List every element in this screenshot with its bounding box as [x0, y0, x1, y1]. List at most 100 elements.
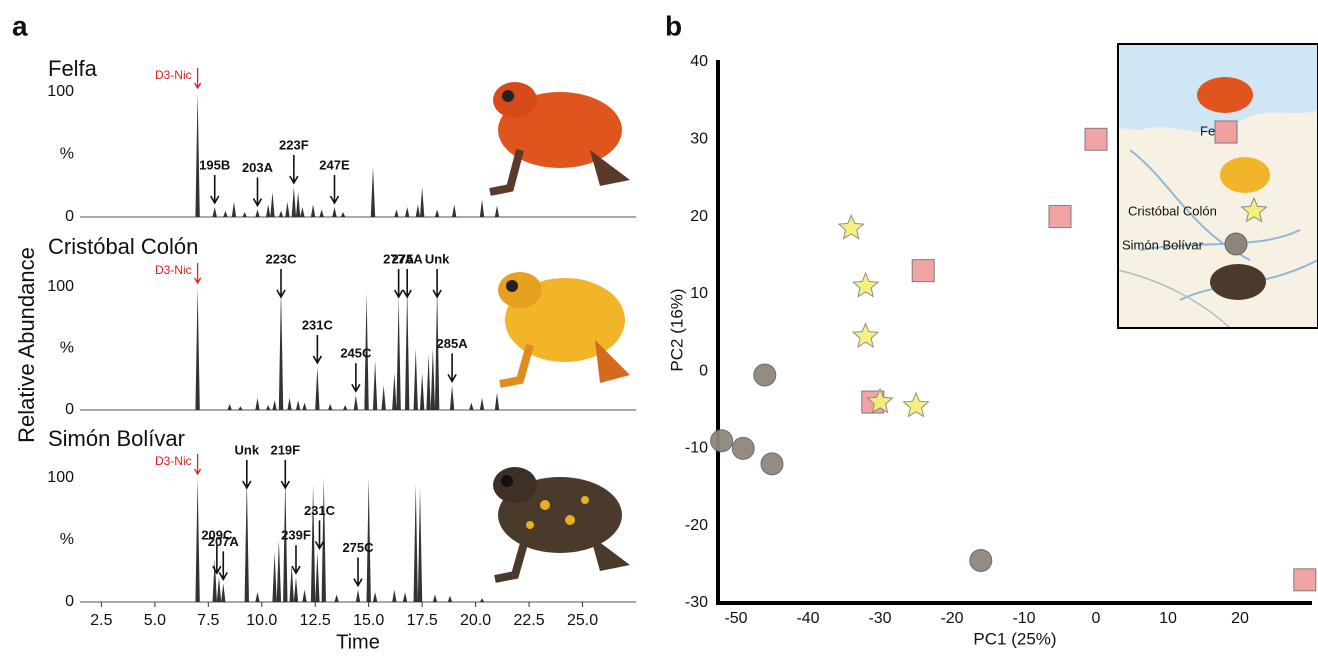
peak — [394, 210, 398, 218]
peak — [332, 207, 336, 217]
peak — [245, 478, 249, 602]
x-tick-label: 17.5 — [407, 612, 438, 629]
arrow — [213, 545, 221, 573]
peak — [450, 385, 454, 410]
legend-key — [1215, 121, 1237, 143]
arrow — [330, 175, 338, 203]
peak-annotation: 231C — [302, 317, 334, 332]
point — [1085, 128, 1107, 150]
panel-title: Simón Bolívar — [48, 426, 185, 451]
peak — [213, 207, 217, 217]
peak — [302, 590, 306, 602]
point — [732, 437, 754, 459]
peak — [296, 400, 300, 410]
peak — [232, 202, 236, 217]
peak — [266, 205, 270, 218]
arrow — [292, 545, 300, 573]
peak — [238, 406, 242, 410]
peak — [296, 192, 300, 217]
peak — [420, 373, 424, 410]
peak — [426, 355, 430, 410]
peak — [495, 206, 499, 217]
peak-annotation: 223C — [265, 251, 297, 266]
peak — [195, 478, 199, 602]
map-label: Simón Bolívar — [1122, 237, 1204, 252]
peak-annotation: 247E — [319, 157, 350, 172]
peak-annotation: 231C — [304, 503, 336, 518]
peak — [287, 398, 291, 410]
arrow — [253, 178, 261, 206]
legend-key — [1225, 233, 1247, 255]
peak-annotation: 239F — [281, 528, 311, 543]
internal-standard-arrow — [195, 68, 201, 88]
x-tick-label: 20.0 — [460, 612, 491, 629]
internal-standard-arrow — [195, 263, 201, 283]
peak — [290, 565, 294, 602]
x-tick-label: 15.0 — [353, 612, 384, 629]
x-tick-label: 25.0 — [567, 612, 598, 629]
peak — [255, 398, 259, 410]
point — [853, 323, 878, 347]
peak — [414, 349, 418, 411]
arrow — [281, 460, 289, 488]
y-tick-label: 10 — [690, 285, 708, 302]
peak — [371, 167, 375, 217]
peak — [433, 595, 437, 602]
arrow — [243, 460, 251, 488]
peak — [431, 349, 435, 411]
peak — [469, 403, 473, 410]
page: {"chart_data":[ {"type":"chromatogram","… — [0, 0, 1318, 656]
peak — [334, 595, 338, 602]
peak — [227, 404, 231, 410]
x-tick-label: 10.0 — [246, 612, 277, 629]
peak — [416, 205, 420, 218]
y-tick-label: 100 — [47, 469, 74, 486]
y-tick-label: 20 — [690, 208, 708, 225]
x-tick-label: -10 — [1012, 610, 1035, 627]
peak — [294, 577, 298, 602]
y-axis-label: PC2 (16%) — [667, 288, 686, 371]
peak — [403, 592, 407, 602]
peak-annotation: 203A — [242, 160, 274, 175]
point — [761, 453, 783, 475]
map-label: Cristóbal Colón — [1128, 203, 1217, 218]
peak — [302, 403, 306, 410]
arrow — [219, 551, 227, 579]
arrow — [354, 558, 362, 586]
x-tick-label: 22.5 — [514, 612, 545, 629]
peak — [279, 211, 283, 217]
point — [839, 215, 864, 239]
x-tick-label: 5.0 — [144, 612, 166, 629]
frog-felfa — [490, 82, 630, 192]
arrow — [290, 155, 298, 183]
point — [904, 393, 929, 417]
peak — [396, 297, 400, 410]
peak — [255, 210, 259, 218]
y-tick-label: 30 — [690, 131, 708, 148]
peak — [300, 207, 304, 217]
peak — [266, 405, 270, 410]
peak — [292, 187, 296, 217]
peak-annotation: Unk — [235, 442, 260, 457]
panel-label: a — [12, 10, 28, 41]
peak — [322, 478, 326, 602]
x-axis-label: PC1 (25%) — [973, 629, 1056, 648]
peak — [373, 592, 377, 602]
internal-standard-label: D3-Nic — [155, 454, 192, 468]
x-tick-label: 7.5 — [197, 612, 219, 629]
x-axis-label: Time — [336, 631, 380, 651]
peak — [217, 577, 221, 602]
peak — [315, 552, 319, 602]
peak — [195, 287, 199, 410]
internal-standard-arrow — [195, 454, 201, 474]
y-tick-label: 0 — [65, 208, 74, 225]
peak — [255, 592, 259, 602]
x-tick-label: 10 — [1159, 610, 1177, 627]
panel-title: Felfa — [48, 56, 98, 81]
peak — [452, 205, 456, 218]
point — [1294, 569, 1316, 591]
y-tick-label: 100 — [47, 83, 74, 100]
peak — [420, 187, 424, 217]
arrow — [352, 363, 360, 391]
peak — [354, 395, 358, 410]
